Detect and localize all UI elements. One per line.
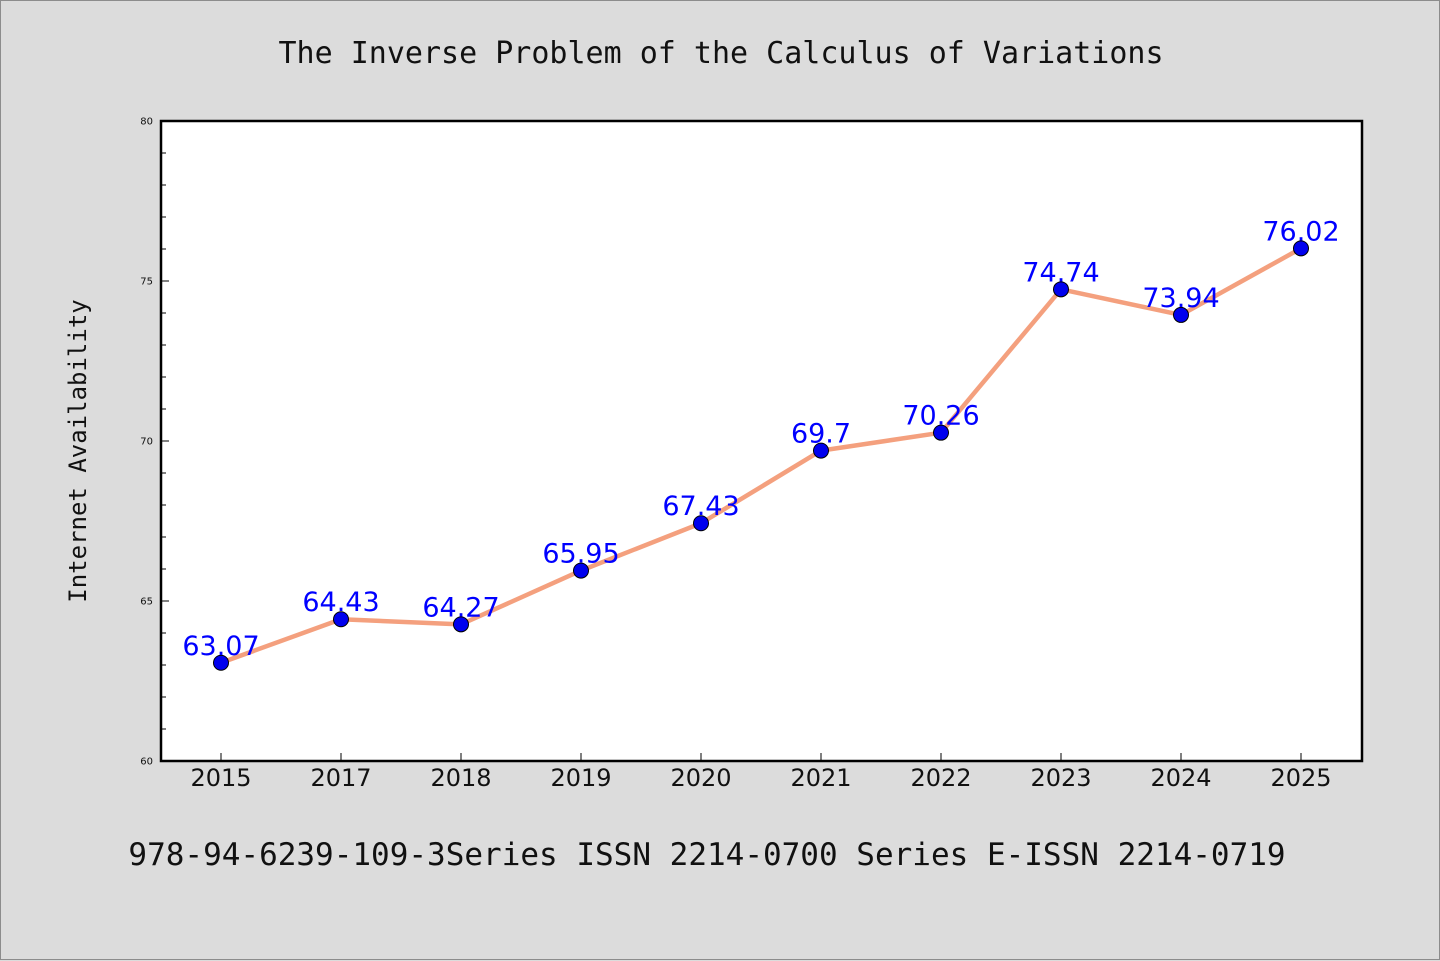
data-point-label: 74.74 [1022, 257, 1099, 288]
data-point-marker [1173, 306, 1189, 323]
data-point-label: 73.94 [1142, 283, 1219, 314]
data-point-marker [1053, 281, 1069, 298]
data-point-label: 76.02 [1262, 216, 1339, 247]
y-tick-label: 75 [140, 277, 153, 288]
data-point-label: 65.95 [542, 539, 619, 570]
y-tick-label: 80 [140, 117, 153, 128]
y-axis-ticks: 60 65 70 75 80 [140, 117, 169, 768]
data-point-marker [933, 424, 949, 441]
data-point-label: 69.7 [791, 419, 851, 450]
data-labels: 63.07 64.43 64.27 65.95 67.43 69.7 70.26 74.74 7… [182, 216, 1339, 661]
x-tick-label: 2020 [670, 764, 731, 792]
x-tick-label: 2019 [550, 764, 611, 792]
x-tick-label: 2024 [1150, 764, 1211, 792]
chart-title: The Inverse Problem of the Calculus of V… [278, 36, 1163, 71]
series-line [218, 246, 1304, 666]
y-tick-label: 60 [140, 757, 153, 768]
data-point-marker [813, 442, 829, 459]
data-point-label: 64.43 [302, 587, 379, 618]
series-layer [213, 240, 1309, 671]
data-point-marker [573, 562, 589, 579]
data-point-marker [1293, 240, 1309, 257]
data-point-label: 67.43 [662, 491, 739, 522]
data-point-label: 70.26 [902, 401, 979, 432]
data-point-marker [333, 611, 349, 628]
x-tick-label: 2025 [1270, 764, 1331, 792]
y-tick-label: 70 [140, 437, 153, 448]
data-point-marker [693, 515, 709, 532]
plot-area [159, 119, 1364, 763]
x-axis-ticks: 2015 2017 2018 2019 2020 2021 2022 2023 2024 2025 [190, 753, 1332, 792]
data-point-label: 63.07 [182, 631, 259, 662]
x-tick-label: 2021 [790, 764, 851, 792]
data-point-marker [213, 654, 229, 671]
data-point-marker [453, 616, 469, 633]
x-tick-label: 2023 [1030, 764, 1091, 792]
isbn-caption: 978-94-6239-109-3Series ISSN 2214-0700 S… [128, 837, 1285, 873]
data-point-label: 64.27 [422, 592, 499, 623]
y-tick-label: 65 [140, 597, 153, 608]
x-tick-label: 2017 [310, 764, 371, 792]
x-tick-label: 2022 [910, 764, 971, 792]
x-tick-label: 2018 [430, 764, 491, 792]
x-tick-label: 2015 [190, 764, 251, 792]
y-axis-label: Internet Availability [64, 299, 92, 602]
